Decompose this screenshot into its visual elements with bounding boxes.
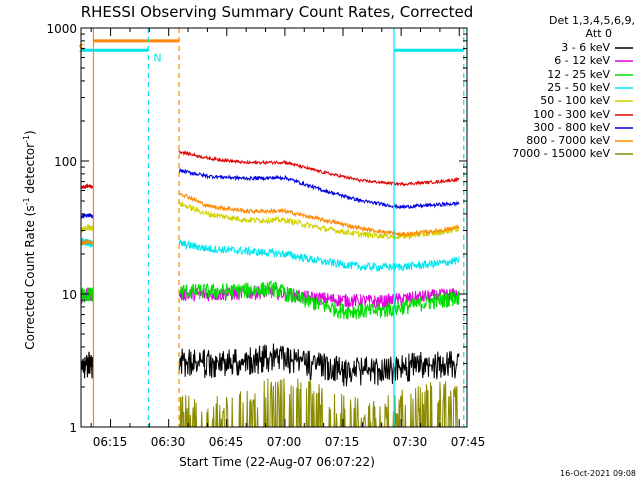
series-line-800-7000 [178,191,460,238]
series-line-100-300-pre [81,183,94,190]
x-tick-labels: 06:15 06:30 06:45 07:00 07:15 07:30 07:4… [93,435,486,449]
x-axis-label: Start Time (22-Aug-07 06:07:22) [179,455,375,469]
series-line-3-6 [178,343,460,387]
legend-header-line1: Det 1,3,4,5,6,9, [549,14,635,27]
series-line-800-7000-pre [81,237,94,246]
footer-timestamp: 16-Oct-2021 09:08 [560,469,636,478]
x-tick-label-0715: 07:15 [325,435,360,449]
x-tick-label-0745: 07:45 [451,435,486,449]
y-tick-label-1000: 1000 [46,22,77,36]
legend-header-line2: Att 0 [586,27,612,40]
x-tick-label-0700: 07:00 [267,435,302,449]
legend-label-300-800: 300 - 800 keV [533,121,610,134]
axes-layer [80,27,468,428]
event-marker-layer [92,28,465,427]
chart-title: RHESSI Observing Summary Count Rates, Co… [81,3,474,21]
series-line-3-6-pre [81,351,94,379]
legend-label-25-50: 25 - 50 keV [547,81,610,94]
y-tick-labels: 1 10 100 1000 [46,22,77,435]
plot-area: SN [78,28,465,427]
legend-entries: 3 - 6 keV 6 - 12 keV 12 - 25 keV 25 - 50… [512,41,633,160]
legend-label-6-12: 6 - 12 keV [554,54,610,67]
plot-frame [80,27,468,428]
legend-label-7000-15000: 7000 - 15000 keV [512,147,610,160]
y-axis-label-sup1: -1 [22,197,31,205]
state-bar-label-N: N [153,51,161,64]
x-tick-label-0645: 06:45 [209,435,244,449]
legend-label-800-7000: 800 - 7000 keV [526,134,610,147]
series-line-25-50 [178,238,460,273]
series-line-6-12 [178,284,460,310]
legend-label-3-6: 3 - 6 keV [561,41,610,54]
legend-label-12-25: 12 - 25 keV [547,68,610,81]
series-line-300-800-pre [81,213,94,220]
series-line-12-25 [178,279,460,320]
y-tick-label-10: 10 [62,288,77,302]
x-tick-label-0615: 06:15 [93,435,128,449]
series-line-300-800 [178,167,460,210]
y-tick-label-1: 1 [69,421,77,435]
legend-label-100-300: 100 - 300 keV [533,108,610,121]
y-axis-label-sup2: -1 [22,135,31,143]
y-axis-label-part1: Corrected Count Rate (s [23,205,37,349]
y-axis-label: Corrected Count Rate (s-1 detector-1) [22,130,37,349]
series-layer [81,149,460,427]
y-axis-label-part2: detector [23,143,37,198]
series-line-100-300 [178,149,460,187]
series-line-7000-15000 [179,378,458,427]
series-line-12-25-pre [81,287,94,303]
x-tick-label-0730: 07:30 [393,435,428,449]
legend: Det 1,3,4,5,6,9, Att 0 3 - 6 keV 6 - 12 … [512,14,635,160]
x-tick-label-0630: 06:30 [151,435,186,449]
legend-label-50-100: 50 - 100 keV [540,94,610,107]
y-tick-label-100: 100 [54,155,77,169]
y-axis-label-part3: ) [23,130,37,135]
